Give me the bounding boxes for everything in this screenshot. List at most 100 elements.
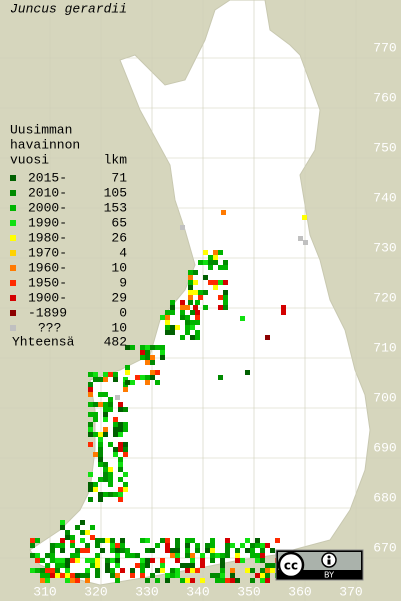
square [103,467,108,472]
square [118,457,123,462]
square [195,315,200,320]
square [30,543,35,548]
square [110,573,115,578]
square [145,360,150,365]
square [215,553,220,558]
square [160,558,165,563]
square [155,345,160,350]
legend-swatch [10,250,16,256]
by-icon-head [327,555,331,559]
square [123,482,128,487]
square [65,578,70,583]
legend-count: 10 [111,320,127,335]
square [213,285,218,290]
square [40,568,45,573]
y-label: 760 [373,90,396,105]
square [208,260,213,265]
y-label: 690 [373,440,396,455]
square [55,568,60,573]
square [118,477,123,482]
square [175,543,180,548]
square [120,538,125,543]
square [108,482,113,487]
square [75,548,80,553]
square [245,538,250,543]
square [118,447,123,452]
square [60,563,65,568]
square [80,548,85,553]
square [190,553,195,558]
square [195,335,200,340]
total: 482 [104,334,127,349]
square [85,530,90,535]
square [260,573,265,578]
square [88,427,93,432]
square [165,310,170,315]
square [30,553,35,558]
square [230,573,235,578]
square [220,568,225,573]
square [223,280,228,285]
square [190,310,195,315]
square [118,422,123,427]
square [113,432,118,437]
legend-heading: vuosi [10,152,49,167]
square [180,315,185,320]
square [170,568,175,573]
square [140,573,145,578]
square [235,548,240,553]
square [113,372,118,377]
square [50,548,55,553]
square [88,482,93,487]
square [150,355,155,360]
square [175,568,180,573]
square [140,568,145,573]
square [45,578,50,583]
square [115,548,120,553]
square [195,543,200,548]
square [223,305,228,310]
square [130,568,135,573]
square [265,568,270,573]
square [208,255,213,260]
legend-count: 29 [111,290,127,305]
square [115,563,120,568]
square [95,553,100,558]
square [255,558,260,563]
square [100,548,105,553]
square [113,422,118,427]
square [98,442,103,447]
square [265,543,270,548]
square [203,260,208,265]
square [98,497,103,502]
x-label: 330 [135,584,158,599]
square [85,548,90,553]
square [103,417,108,422]
legend-count: 4 [119,245,127,260]
square [185,578,190,583]
square [165,538,170,543]
square [88,442,93,447]
square [155,543,160,548]
square [188,280,193,285]
square [250,578,255,583]
square [105,538,110,543]
square [123,422,128,427]
square [265,335,270,340]
square [120,568,125,573]
legend-label: 2010- [28,185,67,200]
square [195,330,200,335]
square [145,380,150,385]
square [265,573,270,578]
square [113,447,118,452]
square [110,538,115,543]
square [200,553,205,558]
square [140,345,145,350]
square [118,407,123,412]
square [190,563,195,568]
square [165,320,170,325]
square [170,548,175,553]
square [118,402,123,407]
y-label: 710 [373,340,396,355]
square [93,372,98,377]
